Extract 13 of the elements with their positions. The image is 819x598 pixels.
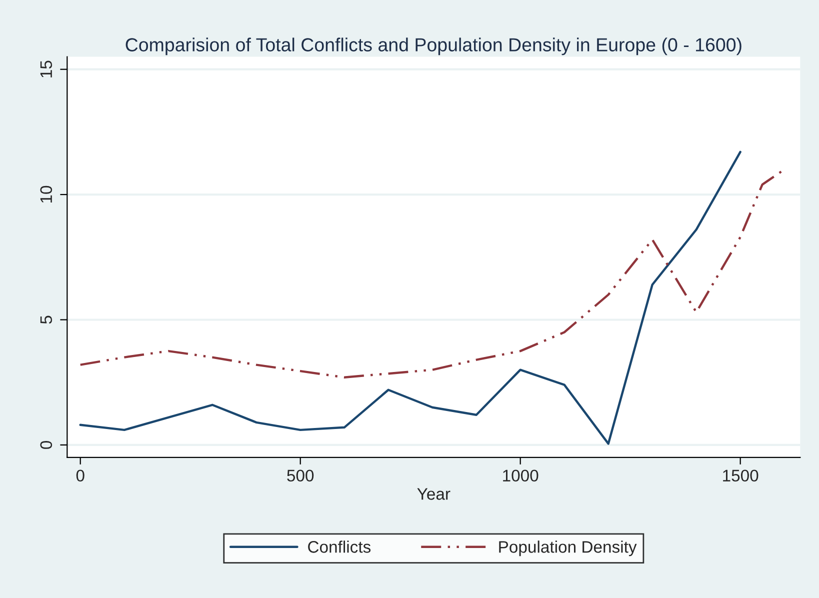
x-tick-label: 1000 bbox=[503, 470, 538, 482]
legend-label: Population Density bbox=[499, 540, 637, 556]
chart-title: Comparision of Total Conflicts and Population Density in Europe (0 - 1600) bbox=[126, 38, 742, 56]
legend-label: Conflicts bbox=[308, 540, 371, 553]
x-tick-label: 1500 bbox=[723, 470, 758, 482]
y-tick-label: 15 bbox=[40, 60, 52, 78]
y-tick-label: 0 bbox=[40, 440, 52, 449]
x-tick-label: 500 bbox=[287, 470, 314, 482]
y-tick-label: 5 bbox=[40, 316, 52, 324]
x-tick-label: 0 bbox=[76, 470, 84, 482]
x-axis-title: Year bbox=[417, 488, 450, 500]
y-tick-label: 10 bbox=[40, 186, 52, 203]
line-series bbox=[79, 150, 742, 445]
